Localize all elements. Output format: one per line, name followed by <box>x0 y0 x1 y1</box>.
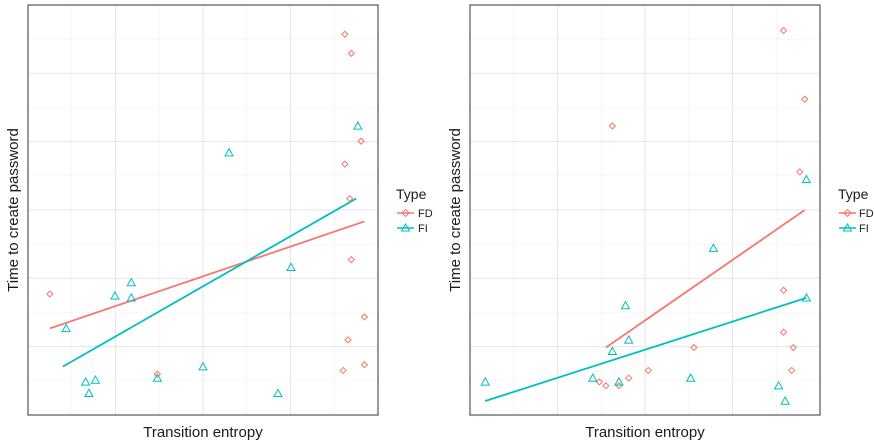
data-point-fi <box>354 122 362 129</box>
data-point-fi <box>589 374 597 381</box>
data-points <box>47 31 368 396</box>
data-point-fi <box>709 244 717 251</box>
data-point-fd <box>781 27 787 33</box>
data-point-fi <box>781 397 789 404</box>
data-point-fd <box>781 287 787 293</box>
data-point-fd <box>342 31 348 37</box>
data-point-fd <box>790 345 796 351</box>
chart-panel-left: Transition entropy Time to create passwo… <box>5 5 433 441</box>
data-point-fi <box>775 382 783 389</box>
data-point-fd <box>345 337 351 343</box>
data-point-fd <box>789 367 795 373</box>
trend-lines <box>50 199 365 367</box>
data-point-fd <box>781 329 787 335</box>
data-point-fi <box>608 347 616 354</box>
data-point-fd <box>691 345 697 351</box>
x-axis-title: Transition entropy <box>143 424 263 441</box>
data-point-fi <box>287 263 295 270</box>
trend-line-fi <box>63 199 356 367</box>
data-point-fd <box>348 257 354 263</box>
data-point-fi <box>625 336 633 343</box>
data-point-fd <box>348 50 354 56</box>
data-point-fd <box>340 367 346 373</box>
data-point-fd <box>616 383 622 389</box>
trend-line-fi <box>485 298 806 401</box>
data-point-fi <box>111 292 119 299</box>
data-point-fi <box>85 389 93 396</box>
data-point-fi <box>802 294 810 301</box>
chart-panel-right: Transition entropy Time to create passwo… <box>447 5 874 441</box>
y-axis-title: Time to create password <box>5 128 22 292</box>
legend-fd-label: FD <box>859 208 874 220</box>
data-point-fd <box>609 123 615 129</box>
legend: Type FD FI <box>838 186 874 235</box>
data-point-fd <box>645 367 651 373</box>
legend-fi-label: FI <box>859 223 869 235</box>
grid-lines <box>470 5 820 415</box>
data-points <box>481 27 810 404</box>
x-axis-title: Transition entropy <box>585 424 705 441</box>
legend-title: Type <box>396 186 427 202</box>
legend: Type FD FI <box>396 186 433 235</box>
y-axis-title: Time to create password <box>447 128 464 292</box>
data-point-fd <box>47 291 53 297</box>
legend-fi-label: FI <box>418 223 428 235</box>
data-point-fi <box>274 389 282 396</box>
data-point-fi <box>225 149 233 156</box>
data-point-fi <box>127 279 135 286</box>
data-point-fd <box>797 169 803 175</box>
data-point-fi <box>687 374 695 381</box>
data-point-fd <box>802 96 808 102</box>
data-point-fd <box>342 161 348 167</box>
grid-lines <box>28 5 378 415</box>
data-point-fi <box>802 175 810 182</box>
trend-lines <box>485 210 806 401</box>
legend-title: Type <box>838 186 869 202</box>
data-point-fi <box>481 378 489 385</box>
legend-fd-label: FD <box>418 208 433 220</box>
data-point-fi <box>615 378 623 385</box>
data-point-fd <box>361 362 367 368</box>
data-point-fi <box>62 324 70 331</box>
data-point-fi <box>82 378 90 385</box>
data-point-fi <box>91 376 99 383</box>
data-point-fd <box>626 375 632 381</box>
data-point-fi <box>621 302 629 309</box>
data-point-fd <box>603 383 609 389</box>
data-point-fd <box>361 314 367 320</box>
